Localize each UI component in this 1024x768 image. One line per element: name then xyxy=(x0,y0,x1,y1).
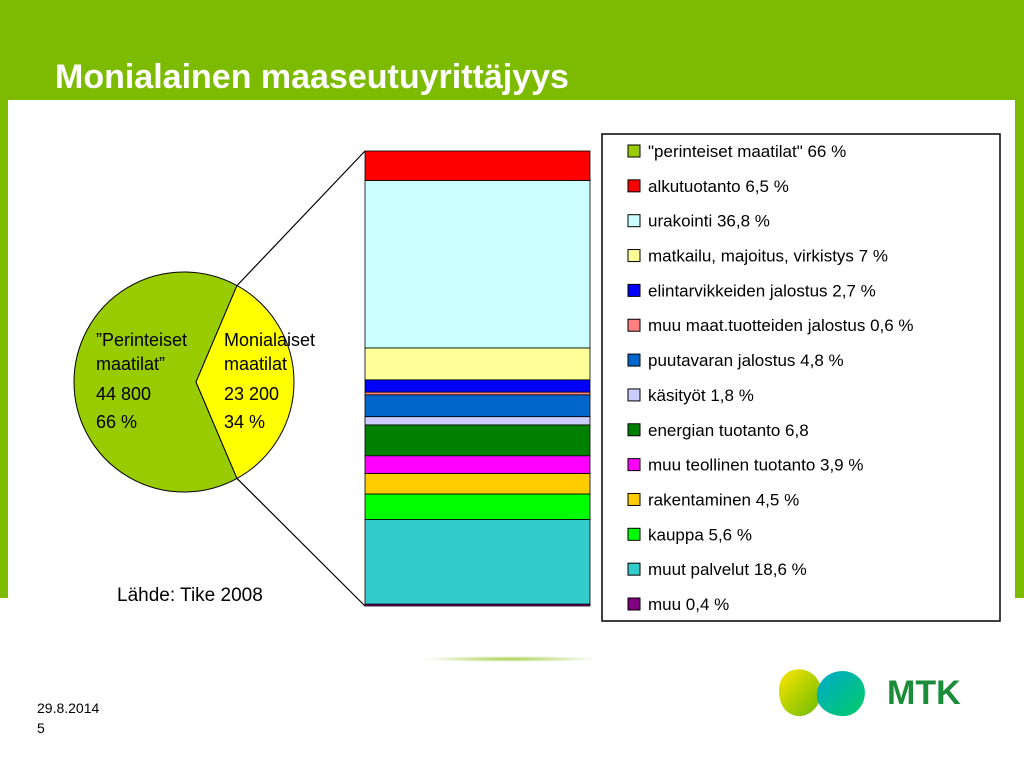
legend-label-7: käsityöt 1,8 % xyxy=(648,386,754,405)
legend-swatch-4 xyxy=(627,283,641,297)
pie-bar-connectors xyxy=(236,150,366,607)
legend-label-2: urakointi 36,8 % xyxy=(648,212,770,231)
legend-swatch-12 xyxy=(627,562,641,576)
legend-label-1: alkutuotanto 6,5 % xyxy=(648,177,789,196)
header-band xyxy=(0,0,1024,100)
pie-label-traditional-line2: maatilat” xyxy=(96,354,165,374)
pie-label-multisector-line1: Monialaiset xyxy=(224,330,315,350)
legend-swatch-6 xyxy=(627,353,641,367)
bar-segment-5 xyxy=(364,394,591,418)
legend-label-10: rakentaminen 4,5 % xyxy=(648,490,799,509)
legend-label-13: muu 0,4 % xyxy=(648,595,729,614)
pie-label-traditional-percent: 66 % xyxy=(96,412,137,432)
logo-leaf-right-icon xyxy=(816,670,865,717)
bar-segment-11 xyxy=(364,519,591,605)
legend-swatch-0 xyxy=(627,144,641,158)
legend-swatch-8 xyxy=(627,423,641,437)
legend-swatch-3 xyxy=(627,249,641,263)
legend-label-8: energian tuotanto 6,8 xyxy=(648,421,809,440)
pie-label-multisector-percent: 34 % xyxy=(224,412,265,432)
footer-page-number: 5 xyxy=(37,720,45,736)
legend-label-9: muu teollinen tuotanto 3,9 % xyxy=(648,456,863,475)
legend-swatch-13 xyxy=(627,597,641,611)
bar-segment-6 xyxy=(364,416,591,426)
legend-label-4: elintarvikkeiden jalostus 2,7 % xyxy=(648,281,876,300)
bar-segment-7 xyxy=(364,424,591,457)
legend-swatch-5 xyxy=(627,318,641,332)
legend-box xyxy=(601,133,1001,622)
bar-segment-3 xyxy=(364,379,591,393)
logo-text: MTK xyxy=(887,674,961,712)
pie-label-traditional-count: 44 800 xyxy=(96,384,151,404)
legend-label-11: kauppa 5,6 % xyxy=(648,525,752,544)
bar-segment-1 xyxy=(364,180,591,349)
bar-segment-9 xyxy=(364,473,591,495)
source-note: Lähde: Tike 2008 xyxy=(117,585,263,606)
legend-swatch-7 xyxy=(627,388,641,402)
legend-label-6: puutavaran jalostus 4,8 % xyxy=(648,351,844,370)
legend-label-12: muut palvelut 18,6 % xyxy=(648,560,807,579)
bar-segment-0 xyxy=(364,150,591,181)
slide-title: Monialainen maaseutuyrittäjyys xyxy=(55,58,569,96)
pie-slice-traditional xyxy=(73,271,238,493)
footer-date: 29.8.2014 xyxy=(37,700,100,716)
legend-swatch-10 xyxy=(627,492,641,506)
legend-swatch-9 xyxy=(627,458,641,472)
legend-label-5: muu maat.tuotteiden jalostus 0,6 % xyxy=(648,316,914,335)
logo-leaf-left-icon xyxy=(779,669,822,717)
left-accent-strip xyxy=(0,100,8,598)
bar-segment-2 xyxy=(364,347,591,381)
bar-segment-10 xyxy=(364,493,591,520)
legend-swatch-1 xyxy=(627,179,641,193)
bar-segment-8 xyxy=(364,455,591,474)
mtk-logo: MTK xyxy=(779,669,961,717)
legend-label-3: matkailu, majoitus, virkistys 7 % xyxy=(648,247,888,266)
right-accent-strip xyxy=(1015,100,1024,598)
pie-chart xyxy=(73,271,295,493)
bar-segment-4 xyxy=(364,391,591,396)
connector-line-top xyxy=(236,150,366,287)
legend-swatch-11 xyxy=(627,527,641,541)
pie-label-multisector-line2: maatilat xyxy=(224,354,287,374)
legend: "perinteiset maatilat" 66 % alkutuotanto … xyxy=(601,133,1001,622)
pie-slice-multisector xyxy=(195,284,295,480)
pie-label-multisector-count: 23 200 xyxy=(224,384,279,404)
divider-glow xyxy=(420,656,600,662)
connector-line-bottom xyxy=(236,477,366,607)
stacked-bar xyxy=(364,150,591,607)
pie-label-traditional-line1: ”Perinteiset xyxy=(96,330,187,350)
legend-label-0: "perinteiset maatilat" 66 % xyxy=(648,142,846,161)
footer: 29.8.2014 5 xyxy=(37,698,99,738)
pie-labels: ”Perinteiset maatilat” 44 800 66 % Monia… xyxy=(96,330,315,432)
legend-swatch-2 xyxy=(627,214,641,228)
bar-segment-12 xyxy=(364,603,591,607)
